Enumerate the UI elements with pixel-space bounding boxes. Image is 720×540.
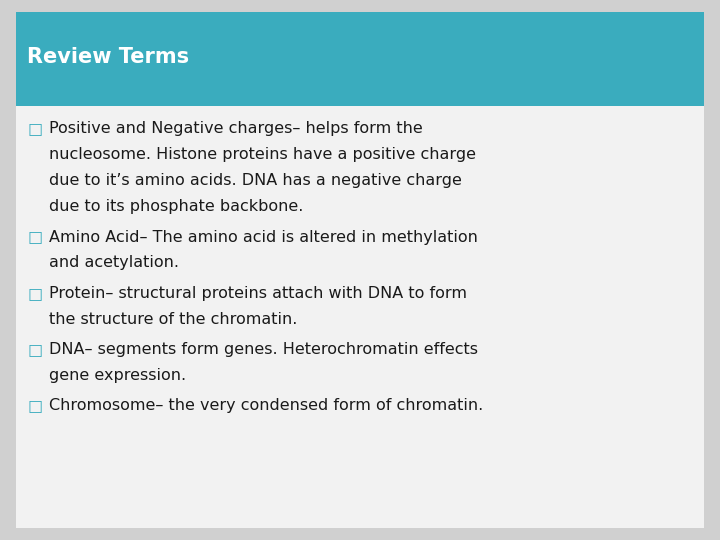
Text: □: □ [27,286,42,301]
Text: Protein– structural proteins attach with DNA to form: Protein– structural proteins attach with… [49,286,467,301]
Text: □: □ [27,398,42,413]
Text: Positive and Negative charges– helps form the: Positive and Negative charges– helps for… [49,122,423,137]
Text: DNA– segments form genes. Heterochromatin effects: DNA– segments form genes. Heterochromati… [49,342,478,357]
Text: nucleosome. Histone proteins have a positive charge: nucleosome. Histone proteins have a posi… [49,147,476,163]
Text: gene expression.: gene expression. [49,368,186,383]
Text: □: □ [27,122,42,137]
FancyBboxPatch shape [16,12,704,106]
Text: the structure of the chromatin.: the structure of the chromatin. [49,312,297,327]
Text: □: □ [27,342,42,357]
Text: Review Terms: Review Terms [27,46,189,67]
Text: and acetylation.: and acetylation. [49,255,179,271]
Text: due to it’s amino acids. DNA has a negative charge: due to it’s amino acids. DNA has a negat… [49,173,462,188]
Text: Amino Acid– The amino acid is altered in methylation: Amino Acid– The amino acid is altered in… [49,230,478,245]
Text: Chromosome– the very condensed form of chromatin.: Chromosome– the very condensed form of c… [49,398,483,413]
Text: □: □ [27,230,42,245]
FancyBboxPatch shape [16,12,704,528]
Text: due to its phosphate backbone.: due to its phosphate backbone. [49,199,303,214]
